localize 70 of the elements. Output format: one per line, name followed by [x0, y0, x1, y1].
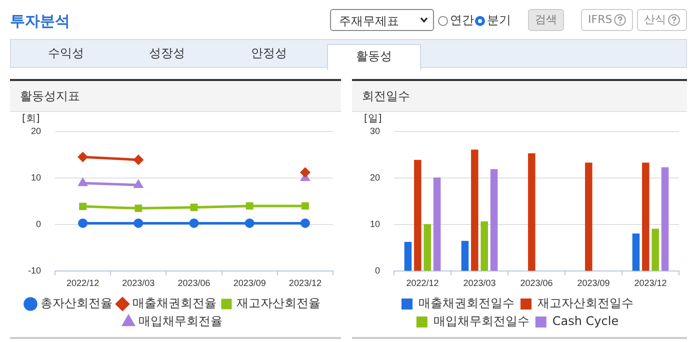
- bar: [480, 221, 488, 271]
- y-axis-title: [일]: [364, 114, 382, 125]
- bar: [404, 242, 412, 271]
- legend-label: 매출채권회전율: [132, 296, 216, 310]
- bar: [490, 169, 498, 271]
- x-tick-label: 2023/03: [122, 278, 155, 288]
- text: 활동성: [327, 44, 421, 70]
- bar: [528, 153, 536, 271]
- legend-label: 재고자산회전일수: [538, 296, 634, 310]
- y-tick-label: -10: [28, 266, 42, 276]
- point: [189, 218, 199, 228]
- point: [78, 178, 88, 186]
- bar: [661, 167, 669, 271]
- point: [301, 202, 309, 210]
- y-tick-label: 20: [370, 172, 380, 182]
- y-tick-label: 10: [30, 172, 42, 182]
- text: IFRS: [588, 12, 612, 28]
- y-tick-label: 30: [370, 126, 380, 136]
- point: [134, 204, 142, 212]
- y-tick-label: 0: [36, 219, 42, 230]
- legend-label: 매입채무회전일수: [433, 314, 530, 328]
- text: 안정성: [250, 45, 288, 62]
- bar: [461, 240, 469, 271]
- point: [134, 218, 144, 228]
- chart-title: 활동성지표: [10, 81, 341, 112]
- text: 투자분석: [10, 12, 70, 31]
- point: [300, 218, 310, 228]
- y-tick-label: 20: [30, 126, 42, 136]
- bar: [424, 224, 431, 271]
- x-tick-label: 2023/06: [520, 278, 553, 288]
- text: 주재무제표: [330, 9, 434, 31]
- y-tick-label: 10: [370, 219, 380, 230]
- x-tick-label: 2022/12: [66, 278, 100, 288]
- point: [190, 204, 198, 212]
- point: [134, 155, 144, 165]
- point: [244, 218, 254, 228]
- point: [79, 202, 87, 210]
- x-tick-label: 2022/12: [406, 278, 439, 288]
- text: 수익성: [47, 45, 85, 62]
- x-tick-label: 2023/06: [178, 278, 210, 288]
- x-tick-label: 2023/12: [634, 278, 667, 288]
- legend-label: 매입채무회전율: [138, 314, 222, 328]
- bar: [471, 150, 478, 271]
- legend-label: 재고자산회전율: [236, 296, 320, 310]
- chart-title: 회전일수: [352, 81, 687, 112]
- point: [246, 202, 254, 210]
- point: [78, 152, 88, 162]
- bar: [632, 233, 640, 271]
- x-tick-label: 2023/12: [288, 278, 322, 288]
- legend-label: Cash Cycle: [552, 314, 619, 328]
- bar: [414, 160, 422, 271]
- bar: [585, 162, 592, 271]
- text: 분기: [487, 12, 511, 29]
- y-tick-label: 0: [374, 266, 380, 276]
- point: [300, 168, 310, 178]
- x-tick-label: 2023/09: [233, 278, 266, 288]
- x-tick-label: 2023/03: [463, 278, 496, 288]
- point: [78, 218, 88, 228]
- legend-label: 총자산회전율: [40, 296, 112, 310]
- text: 산식: [644, 12, 666, 28]
- bar: [642, 162, 650, 271]
- point: [134, 180, 143, 188]
- y-axis-title: [회]: [22, 114, 40, 125]
- bar: [652, 228, 659, 271]
- text: 성장성: [148, 45, 186, 62]
- text: 연간: [450, 12, 474, 29]
- bar: [433, 178, 441, 271]
- text: 검색: [535, 12, 557, 28]
- legend-label: 매출채권회전일수: [418, 296, 514, 310]
- x-tick-label: 2023/09: [577, 278, 610, 288]
